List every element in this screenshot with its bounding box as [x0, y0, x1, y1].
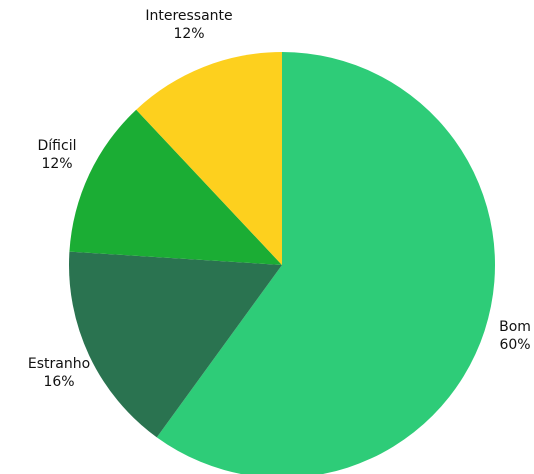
pie-slice-interessante [136, 51, 282, 265]
pie-slice-dificil [69, 109, 282, 266]
slice-percent-label: 60% [499, 337, 530, 353]
slice-percent-label: 12% [41, 156, 72, 172]
pie-label-estranho: Estranho 16% [28, 356, 90, 390]
pie-slices [69, 51, 495, 474]
slice-category-label: Estranho [28, 356, 90, 372]
slice-percent-label: 12% [173, 26, 204, 42]
slice-percent-label: 16% [43, 374, 74, 390]
pie-slice-bom [156, 52, 495, 474]
pie-labels: Bom 60% Estranho 16% Díficil 12% Interessante 1… [28, 8, 531, 390]
slice-category-label: Díficil [38, 138, 77, 154]
pie-label-dificil: Díficil 12% [38, 138, 77, 172]
pie-label-bom: Bom 60% [499, 319, 531, 353]
slice-category-label: Interessante [145, 8, 232, 24]
pie-label-interessante: Interessante 12% [145, 8, 232, 42]
pie-slice-estranho [69, 251, 283, 438]
slice-category-label: Bom [499, 319, 531, 335]
